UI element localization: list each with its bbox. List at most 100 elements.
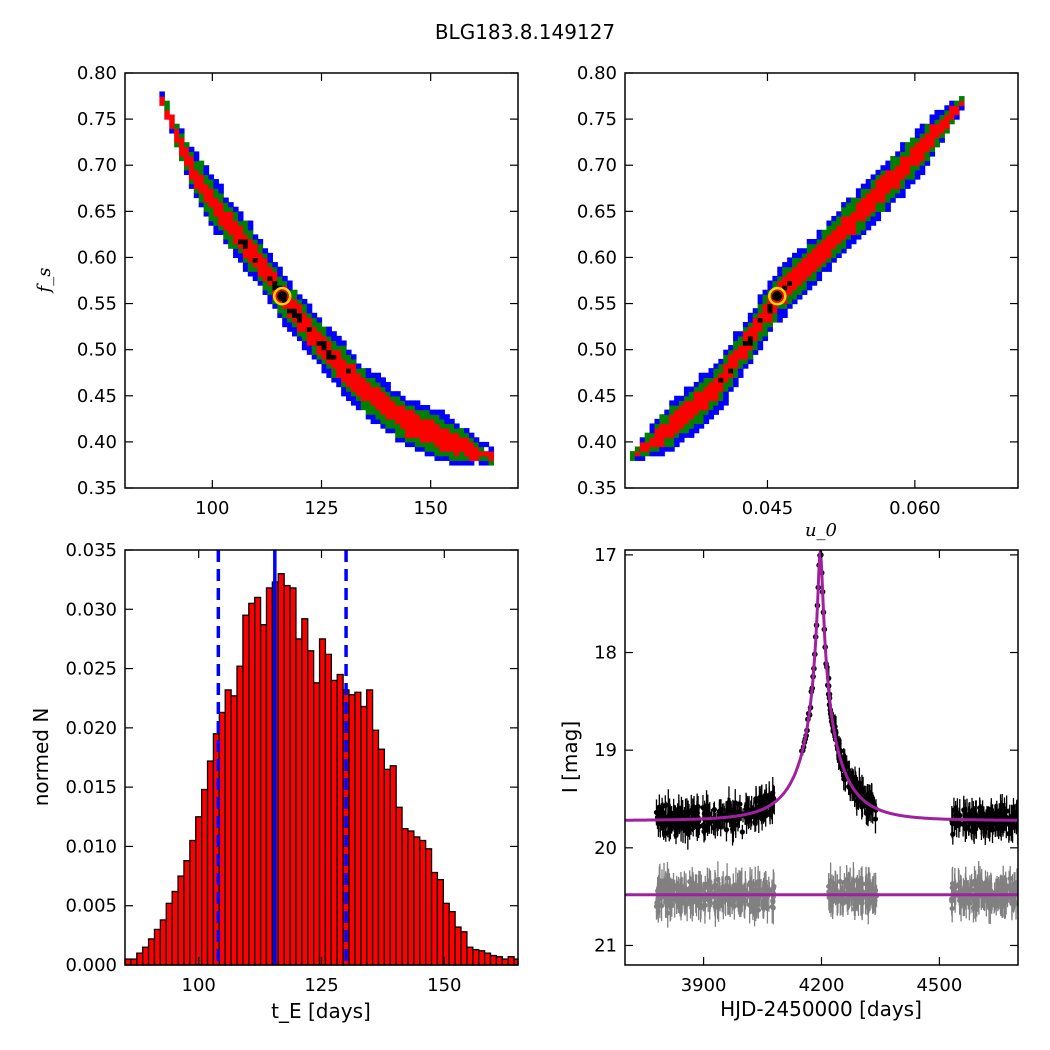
p1-cell-red bbox=[257, 266, 264, 272]
p2-cell-green bbox=[792, 257, 798, 263]
p1-cell-blue bbox=[336, 381, 342, 388]
p2-cell-blue bbox=[821, 266, 828, 272]
p1-cell-red bbox=[424, 428, 431, 434]
p2-cell-blue bbox=[634, 455, 641, 461]
p2-cell-green bbox=[747, 354, 754, 360]
p1-cell-red bbox=[331, 363, 337, 369]
p4-gray-point bbox=[827, 888, 833, 894]
p1-cell-blue bbox=[355, 363, 362, 369]
p2-cell-green bbox=[934, 137, 940, 143]
p2-cell-green bbox=[895, 156, 901, 162]
p2-cell-red bbox=[728, 372, 734, 378]
p2-cell-green bbox=[875, 206, 882, 212]
p2-cell-blue bbox=[855, 192, 862, 199]
p1-cell-green bbox=[174, 142, 180, 148]
p4-xtick-label: 4200 bbox=[799, 975, 845, 996]
p4-gray-point bbox=[714, 899, 721, 906]
p1-cell-blue bbox=[385, 381, 391, 388]
p1-cell-red bbox=[459, 437, 465, 443]
p2-cell-blue bbox=[713, 409, 719, 415]
p4-black-point bbox=[978, 825, 985, 831]
p2-cell-blue bbox=[811, 280, 818, 286]
p2-cell-blue bbox=[723, 395, 729, 401]
p4-gray-point bbox=[999, 889, 1005, 895]
p1-cell-red bbox=[311, 340, 318, 346]
p1-cell-blue bbox=[257, 280, 264, 286]
p2-cell-red bbox=[801, 275, 808, 282]
p2-cell-green bbox=[841, 206, 847, 212]
p2-ytick-label: 0.80 bbox=[577, 63, 617, 84]
p2-cell-green bbox=[703, 377, 710, 383]
p2-cell-green bbox=[792, 262, 798, 268]
p2-cell-green bbox=[855, 229, 862, 235]
p2-cell-red bbox=[944, 114, 950, 120]
p1-cell-green bbox=[208, 179, 215, 185]
p1-cell-red bbox=[355, 372, 362, 378]
p1-cell-red bbox=[257, 252, 264, 259]
p2-cell-red bbox=[919, 151, 926, 157]
p2-cell-green bbox=[767, 322, 773, 328]
p2-cell-green bbox=[900, 151, 906, 157]
p1-cell-red bbox=[262, 266, 269, 272]
p2-cell-green bbox=[718, 395, 724, 401]
p1-cell-green bbox=[233, 215, 239, 222]
p4-xlabel: HJD-2450000 [days] bbox=[720, 997, 922, 1021]
p2-cell-red bbox=[728, 354, 734, 360]
p1-cell-red bbox=[355, 381, 362, 388]
p1-cell-blue bbox=[350, 395, 357, 401]
p1-cell-green bbox=[414, 437, 421, 443]
p2-cell-red bbox=[703, 391, 710, 397]
p2-cell-green bbox=[669, 437, 675, 443]
p1-cell-red bbox=[365, 381, 372, 388]
p1-cell-red bbox=[257, 271, 264, 277]
p2-cell-green bbox=[787, 298, 793, 305]
p1-cell-red bbox=[169, 123, 175, 129]
p1-cell-blue bbox=[242, 266, 249, 272]
p2-cell-green bbox=[792, 294, 798, 300]
p3-ylabel: normed N bbox=[29, 708, 53, 807]
p4-black-point bbox=[668, 813, 674, 820]
p2-cell-red bbox=[900, 165, 906, 171]
p1-cell-red bbox=[375, 405, 382, 411]
p1-cell-red bbox=[429, 432, 436, 438]
p1-cell-red bbox=[380, 400, 386, 406]
p2-cell-blue bbox=[895, 192, 901, 199]
p2-cell-blue bbox=[659, 446, 665, 452]
p1-cell-blue bbox=[267, 298, 273, 305]
p2-cell-green bbox=[728, 349, 734, 355]
p4-gray-point bbox=[766, 886, 772, 893]
p1-cell-red bbox=[228, 229, 234, 235]
p4-gray-point bbox=[988, 888, 994, 894]
p1-cell-red bbox=[385, 400, 391, 406]
p4-black-point bbox=[737, 801, 743, 807]
p1-cell-red bbox=[233, 234, 239, 240]
p2-cell-blue bbox=[767, 285, 773, 291]
p1-cell-blue bbox=[365, 414, 372, 420]
p3-xtick-label: 125 bbox=[304, 975, 338, 996]
p2-cell-green bbox=[944, 109, 950, 116]
p2-cell-red bbox=[905, 169, 911, 176]
p2-cell-green bbox=[929, 146, 936, 152]
p2-cell-blue bbox=[865, 225, 872, 231]
p2-cell-green bbox=[757, 303, 764, 309]
p2-cell-red bbox=[683, 414, 690, 420]
p1-cell-green bbox=[439, 451, 445, 457]
p2-cell-green bbox=[683, 428, 690, 434]
p1-cell-red bbox=[439, 441, 445, 448]
p1-cell-red bbox=[395, 414, 401, 420]
p1-cell-green bbox=[449, 451, 455, 457]
p2-cell-red bbox=[846, 225, 852, 231]
p1-cell-green bbox=[459, 455, 465, 461]
p1-cell-green bbox=[468, 437, 475, 443]
p1-cell-green bbox=[400, 400, 406, 406]
p1-cell-blue bbox=[193, 156, 200, 162]
p2-cell-red bbox=[792, 271, 798, 277]
p2-cell-blue bbox=[860, 229, 867, 235]
p2-cell-blue bbox=[900, 142, 906, 148]
p1-cell-green bbox=[183, 165, 190, 171]
p2-cell-red bbox=[787, 271, 793, 277]
p1-cell-blue bbox=[296, 294, 303, 300]
p1-cell-green bbox=[341, 354, 347, 360]
p1-cell-green bbox=[213, 188, 219, 194]
p1-cell-red bbox=[336, 372, 342, 378]
